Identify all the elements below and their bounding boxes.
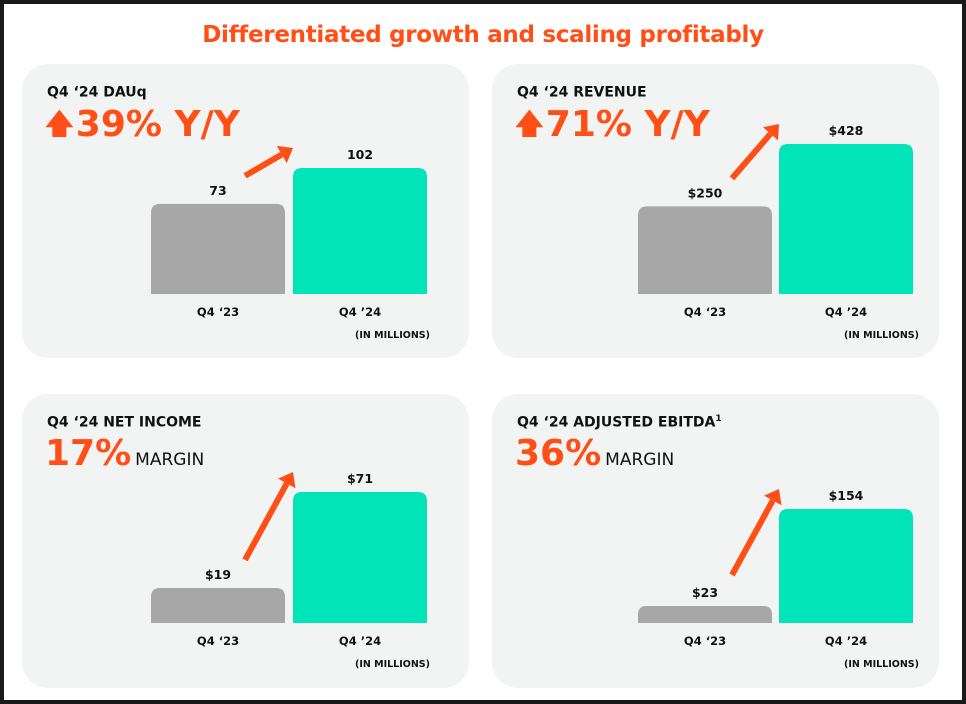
bar <box>779 144 913 294</box>
bar <box>638 605 772 623</box>
data-label: $71 <box>347 471 373 486</box>
dauq-card: Q4 ‘24 DAUq 🡅39% Y/Y 73 Q4 ‘23 102 Q4 ’24 (… <box>22 64 469 358</box>
page-title: Differentiated growth and scaling profit… <box>202 22 764 48</box>
category-label: Q4 ‘23 <box>684 634 726 648</box>
bar <box>293 168 427 294</box>
category-label: Q4 ’24 <box>339 634 381 648</box>
headline-metric: 🡅71% Y/Y <box>515 104 710 145</box>
unit-note: (IN MILLIONS) <box>844 330 919 341</box>
card-heading: Q4 ‘24 DAUq <box>47 84 147 101</box>
card-heading: Q4 ‘24 ADJUSTED EBITDA1 <box>517 414 722 431</box>
bar <box>293 492 427 623</box>
growth-arrow-icon <box>729 489 782 577</box>
growth-arrow-icon <box>243 145 293 179</box>
category-label: Q4 ‘23 <box>684 305 726 319</box>
net-income-card: Q4 ‘24 NET INCOME 17% MARGIN $19 Q4 ‘23 $71… <box>22 394 469 688</box>
data-label: $428 <box>829 123 864 138</box>
category-label: Q4 ’24 <box>339 305 381 319</box>
bar-chart: $250 Q4 ‘23 $428 Q4 ’24 <box>638 123 913 319</box>
bar-chart: $23 Q4 ‘23 $154 Q4 ’24 <box>638 488 913 648</box>
bar-chart: $19 Q4 ‘23 $71 Q4 ’24 <box>151 471 427 648</box>
data-label: 102 <box>347 147 373 162</box>
bar <box>638 206 772 294</box>
bar <box>151 203 285 294</box>
headline-metric: 17% MARGIN <box>45 433 205 474</box>
revenue-card: Q4 ‘24 REVENUE 🡅71% Y/Y $250 Q4 ‘23 $428 Q4… <box>492 64 939 358</box>
unit-note: (IN MILLIONS) <box>844 659 919 670</box>
headline-metric: 36% MARGIN <box>515 433 675 474</box>
data-label: $19 <box>205 567 231 582</box>
data-label: $154 <box>829 488 864 503</box>
bar-chart: 73 Q4 ‘23 102 Q4 ’24 <box>151 145 427 319</box>
up-arrow-icon: 🡅 <box>515 107 544 140</box>
category-label: Q4 ’24 <box>825 305 867 319</box>
unit-note: (IN MILLIONS) <box>355 659 430 670</box>
card-heading: Q4 ‘24 REVENUE <box>517 84 647 101</box>
unit-note: (IN MILLIONS) <box>355 330 430 341</box>
category-label: Q4 ‘23 <box>197 634 239 648</box>
growth-arrow-icon <box>729 124 779 181</box>
data-label: $250 <box>688 185 723 200</box>
adjusted-ebitda-card: Q4 ‘24 ADJUSTED EBITDA1 36% MARGIN $23 Q4 … <box>492 394 939 688</box>
category-label: Q4 ’24 <box>825 634 867 648</box>
bar <box>151 587 285 623</box>
bar <box>779 509 913 623</box>
data-label: 73 <box>209 183 226 198</box>
card-heading: Q4 ‘24 NET INCOME <box>47 414 202 431</box>
category-label: Q4 ‘23 <box>197 305 239 319</box>
data-label: $23 <box>692 585 718 600</box>
headline-metric: 🡅39% Y/Y <box>45 104 240 145</box>
growth-arrow-icon <box>242 472 296 562</box>
up-arrow-icon: 🡅 <box>45 107 74 140</box>
